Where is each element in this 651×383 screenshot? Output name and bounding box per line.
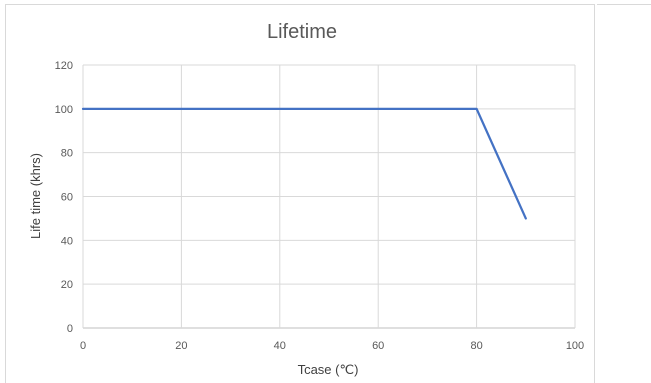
x-tick-label: 40 [274, 340, 286, 352]
y-tick-label: 120 [55, 60, 73, 72]
chart-title: Lifetime [267, 21, 337, 43]
x-tick-label: 0 [80, 340, 86, 352]
y-axis-tick-labels: 0 20 40 60 80 100 120 [55, 60, 73, 335]
x-tick-label: 80 [470, 340, 482, 352]
y-tick-label: 80 [61, 148, 73, 160]
x-axis-tick-labels: 0 20 40 60 80 100 [80, 340, 584, 352]
y-tick-label: 20 [61, 279, 73, 291]
x-tick-label: 60 [372, 340, 384, 352]
x-axis-label: Tcase (℃) [298, 362, 359, 377]
x-tick-label: 100 [566, 340, 584, 352]
y-tick-label: 0 [67, 323, 73, 335]
series-group [81, 107, 527, 220]
adjacent-cell-border [597, 4, 651, 383]
y-tick-label: 60 [61, 192, 73, 204]
gridlines [82, 64, 576, 329]
chart-area [5, 4, 595, 383]
y-axis-label: Life time (khrs) [28, 153, 43, 239]
y-tick-label: 100 [55, 104, 73, 116]
series-line-0 [81, 107, 527, 220]
y-tick-label: 40 [61, 235, 73, 247]
x-tick-label: 20 [175, 340, 187, 352]
